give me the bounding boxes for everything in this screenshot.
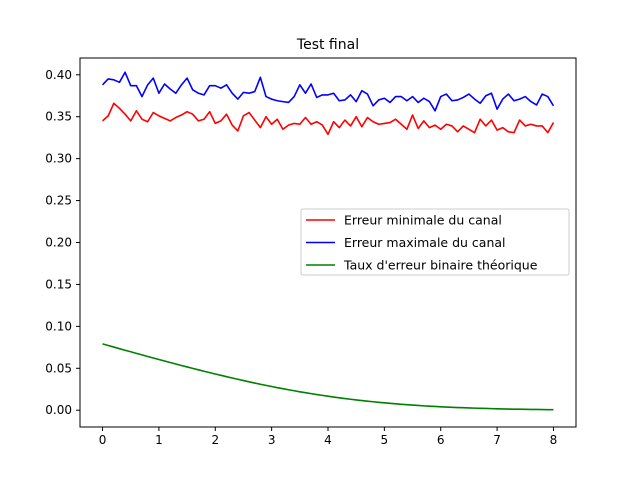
legend: Erreur minimale du canal Erreur maximale … bbox=[300, 208, 570, 276]
legend-label-2: Taux d'erreur binaire théorique bbox=[343, 258, 538, 273]
plot-area: 0 1 2 3 4 5 6 7 8 0.00 0.05 0.10 0.15 0.20 0.25 0.30 0.3… bbox=[45, 57, 577, 447]
x-tick-label: 4 bbox=[324, 433, 332, 447]
y-tick-label: 0.10 bbox=[45, 319, 72, 333]
x-tick-label: 7 bbox=[493, 433, 501, 447]
y-tick-label: 0.05 bbox=[45, 361, 72, 375]
x-tick-label: 6 bbox=[437, 433, 445, 447]
y-tick-label: 0.25 bbox=[45, 194, 72, 208]
legend-box bbox=[300, 208, 570, 276]
y-tick-label: 0.30 bbox=[45, 152, 72, 166]
y-tick-label: 0.20 bbox=[45, 236, 72, 250]
y-tick-label: 0.00 bbox=[45, 403, 72, 417]
x-tick-label: 2 bbox=[211, 433, 219, 447]
series-line-2 bbox=[102, 343, 554, 411]
x-tick-label: 0 bbox=[99, 433, 107, 447]
y-tick-label: 0.35 bbox=[45, 110, 72, 124]
x-tick-label: 3 bbox=[268, 433, 276, 447]
x-tick-label: 5 bbox=[381, 433, 389, 447]
chart-title: Test final bbox=[296, 37, 359, 53]
x-tick-label: 1 bbox=[155, 433, 163, 447]
y-tick-label: 0.40 bbox=[45, 68, 72, 82]
legend-label-1: Erreur maximale du canal bbox=[344, 235, 506, 250]
x-tick-label: 8 bbox=[550, 433, 558, 447]
y-tick-label: 0.15 bbox=[45, 277, 72, 291]
legend-label-0: Erreur minimale du canal bbox=[344, 213, 502, 228]
series-line-0 bbox=[102, 102, 555, 136]
series-line-1 bbox=[101, 71, 555, 112]
